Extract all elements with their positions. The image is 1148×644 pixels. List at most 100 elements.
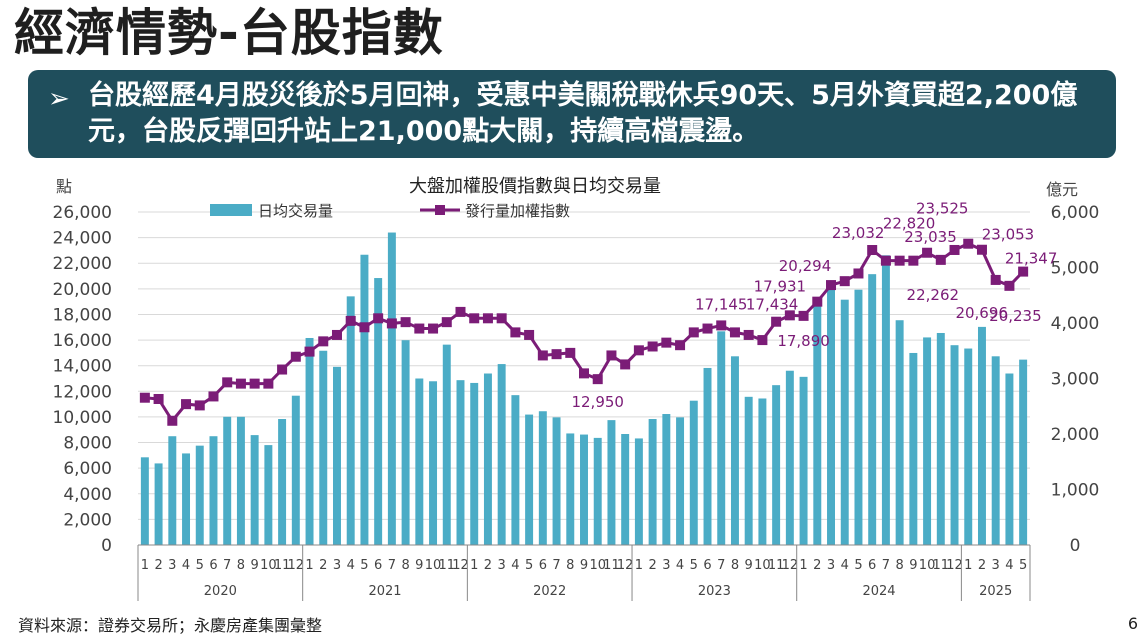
index-volume-chart: 02,0004,0006,0008,00010,00012,00014,0001…	[53, 176, 1100, 601]
volume-bar	[209, 436, 218, 545]
month-tick-label: 7	[223, 558, 231, 573]
year-label: 2022	[533, 584, 566, 599]
index-data-label: 17,145	[695, 295, 748, 313]
index-point	[359, 322, 370, 333]
legend-line-label: 發行量加權指數	[465, 202, 570, 220]
index-point	[949, 244, 960, 255]
left-tick-label: 6,000	[63, 459, 112, 479]
index-point	[428, 323, 439, 334]
volume-bar	[717, 331, 726, 545]
month-tick-label: 7	[388, 558, 396, 573]
month-tick-label: 3	[498, 558, 506, 573]
index-point	[455, 306, 466, 317]
month-tick-label: 8	[237, 558, 245, 573]
left-tick-label: 12,000	[53, 382, 112, 402]
index-point	[565, 347, 576, 358]
volume-bar	[868, 274, 877, 545]
index-data-label: 17,931	[754, 277, 807, 295]
volume-bar	[333, 366, 341, 545]
index-point	[153, 393, 164, 404]
index-point	[441, 317, 452, 328]
index-point	[235, 378, 246, 389]
volume-bar	[607, 420, 616, 545]
year-label: 2023	[698, 584, 731, 599]
volume-bar	[634, 438, 643, 545]
index-point	[606, 350, 617, 361]
month-tick-label: 3	[333, 558, 341, 573]
month-tick-label: 12	[782, 558, 799, 573]
left-tick-label: 20,000	[53, 280, 112, 300]
month-tick-label: 12	[452, 558, 469, 573]
month-tick-label: 1	[470, 558, 478, 573]
volume-bar	[168, 436, 177, 545]
index-point	[771, 316, 782, 327]
index-point	[922, 247, 933, 258]
volume-bar	[991, 356, 1000, 545]
index-point	[524, 329, 535, 340]
month-tick-label: 11	[768, 558, 785, 573]
index-point	[880, 255, 891, 266]
volume-bar	[895, 320, 904, 545]
index-point	[318, 336, 329, 347]
chart-axes: 02,0004,0006,0008,00010,00012,00014,0001…	[53, 203, 1100, 601]
month-tick-label: 2	[319, 558, 327, 573]
month-tick-label: 5	[360, 558, 368, 573]
month-tick-label: 4	[1005, 558, 1013, 573]
month-tick-label: 11	[933, 558, 950, 573]
chart-title: 大盤加權股價指數與日均交易量	[409, 176, 661, 197]
index-point	[208, 391, 219, 402]
index-point	[688, 327, 699, 338]
month-tick-label: 8	[895, 558, 903, 573]
month-tick-label: 2	[978, 558, 986, 573]
month-tick-label: 3	[827, 558, 835, 573]
right-tick-label: 1,000	[1051, 481, 1100, 501]
month-tick-label: 1	[964, 558, 972, 573]
left-tick-label: 22,000	[53, 254, 112, 274]
index-data-label: 20,235	[989, 307, 1042, 325]
volume-bar	[772, 385, 781, 545]
index-point	[853, 268, 864, 279]
volume-bar	[140, 457, 149, 545]
index-point	[345, 315, 356, 326]
volume-bar	[291, 395, 300, 545]
volume-bar	[511, 395, 520, 545]
month-tick-label: 9	[415, 558, 423, 573]
month-tick-label: 10	[589, 558, 606, 573]
legend-line-marker	[435, 205, 445, 215]
month-tick-label: 7	[552, 558, 560, 573]
month-tick-label: 6	[868, 558, 876, 573]
right-tick-label: 5,000	[1051, 259, 1100, 279]
index-point	[990, 274, 1001, 285]
month-tick-label: 8	[401, 558, 409, 573]
month-tick-label: 3	[992, 558, 1000, 573]
index-point	[181, 399, 192, 410]
volume-bar	[689, 400, 698, 545]
volume-bar	[387, 232, 396, 545]
month-tick-label: 6	[539, 558, 547, 573]
left-tick-label: 2,000	[63, 510, 112, 530]
index-point	[331, 329, 342, 340]
index-line	[139, 238, 1029, 426]
index-point	[812, 296, 823, 307]
index-point	[976, 244, 987, 255]
volume-bar	[182, 453, 191, 545]
volume-bar	[525, 414, 534, 545]
month-tick-label: 7	[717, 558, 725, 573]
left-tick-label: 4,000	[63, 485, 112, 505]
legend: 日均交易量 發行量加權指數	[210, 202, 570, 220]
index-point	[894, 255, 905, 266]
volume-bar	[950, 345, 959, 545]
index-point	[263, 378, 274, 389]
index-data-label: 23,525	[916, 200, 969, 218]
volume-bar	[429, 381, 438, 545]
month-tick-label: 10	[754, 558, 771, 573]
volume-bar	[703, 367, 712, 545]
index-point	[633, 345, 644, 356]
month-tick-label: 4	[841, 558, 849, 573]
month-tick-label: 8	[731, 558, 739, 573]
month-tick-label: 5	[1019, 558, 1027, 573]
month-tick-label: 6	[374, 558, 382, 573]
month-tick-label: 2	[648, 558, 656, 573]
index-data-label: 22,262	[907, 286, 960, 304]
index-point	[592, 374, 603, 385]
